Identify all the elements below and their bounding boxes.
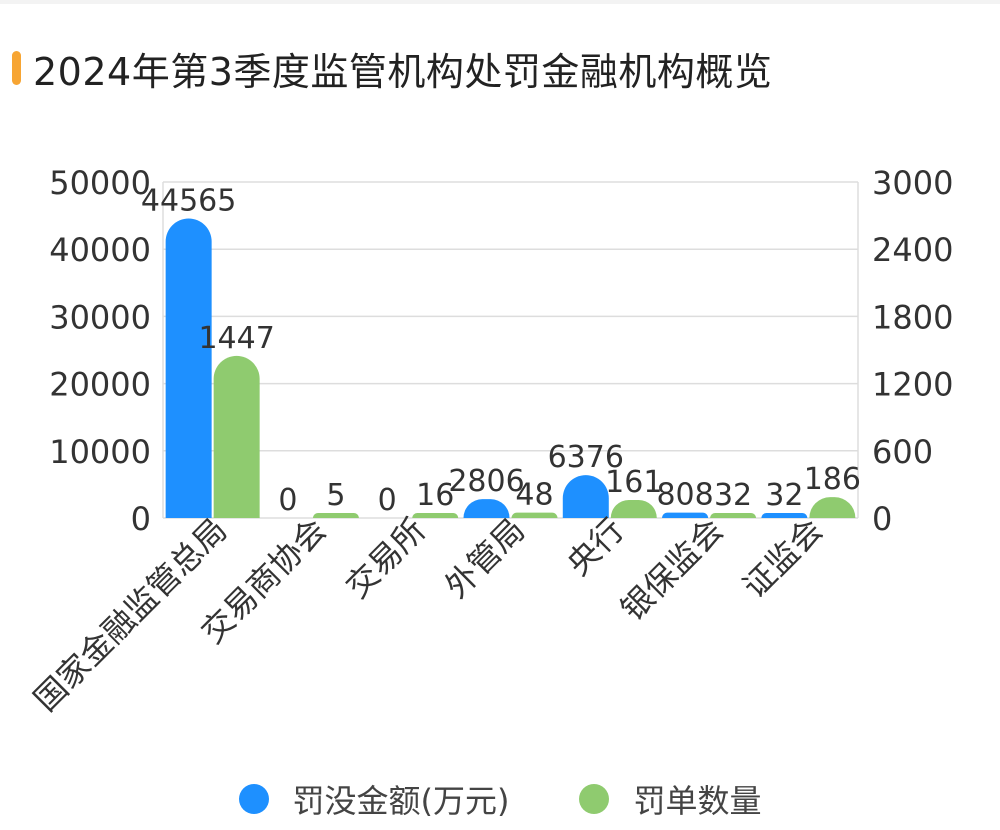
data-label: 44565 xyxy=(141,184,236,219)
bar-count xyxy=(809,497,856,518)
data-label: 2806 xyxy=(448,464,524,499)
bar-amount xyxy=(562,475,609,518)
y-left-tick-label: 20000 xyxy=(49,366,151,404)
bar-amount xyxy=(662,512,709,518)
bar-amount xyxy=(761,513,808,518)
y-left-tick-label: 50000 xyxy=(49,164,151,202)
x-tick-label: 央行 xyxy=(559,511,631,583)
legend-label-amount: 罚没金额(万元) xyxy=(292,782,510,820)
title-accent-bar xyxy=(12,51,21,85)
data-label: 0 xyxy=(378,483,397,518)
bar-count xyxy=(213,355,260,518)
y-right-tick-label: 1200 xyxy=(872,366,953,404)
x-tick-label: 交易所 xyxy=(338,511,433,606)
data-label: 6376 xyxy=(548,440,624,475)
y-right-tick-label: 600 xyxy=(872,433,933,471)
y-left-tick-label: 0 xyxy=(131,500,151,538)
data-label: 32 xyxy=(714,478,752,513)
x-tick-label: 银保监会 xyxy=(613,511,730,628)
chart-title: 2024年第3季度监管机构处罚金融机构概览 xyxy=(33,49,773,94)
x-tick-label: 证监会 xyxy=(735,511,830,606)
y-right-tick-label: 0 xyxy=(872,500,892,538)
bar-amount xyxy=(165,218,212,518)
legend-marker-count xyxy=(579,784,610,814)
data-label: 161 xyxy=(605,465,662,500)
y-left-tick-label: 30000 xyxy=(49,298,151,336)
chart-header: 2024年第3季度监管机构处罚金融机构概览 xyxy=(12,42,772,94)
top-strip xyxy=(0,0,1000,4)
bar-count xyxy=(511,512,558,518)
y-left-tick-label: 10000 xyxy=(49,433,151,471)
legend-item-count[interactable]: 罚单数量 xyxy=(579,776,762,822)
y-left-tick-label: 40000 xyxy=(49,231,151,269)
data-label: 16 xyxy=(416,478,454,513)
data-label: 32 xyxy=(765,478,803,513)
bar-count xyxy=(412,513,459,518)
legend-marker-amount xyxy=(238,784,269,814)
y-right-tick-label: 3000 xyxy=(872,164,953,202)
bar-count xyxy=(710,513,757,518)
y-right-tick-label: 1800 xyxy=(872,298,953,336)
data-label: 48 xyxy=(515,478,553,513)
data-label: 0 xyxy=(278,483,297,518)
data-label: 5 xyxy=(326,478,345,513)
bar-amount xyxy=(463,499,510,518)
x-tick-label: 外管局 xyxy=(437,511,532,606)
legend-label-count: 罚单数量 xyxy=(633,782,762,820)
bar-count xyxy=(312,513,359,518)
chart-legend: 罚没金额(万元) 罚单数量 xyxy=(0,775,1000,823)
legend-item-amount[interactable]: 罚没金额(万元) xyxy=(238,776,510,822)
data-label: 186 xyxy=(804,462,861,497)
y-right-tick-label: 2400 xyxy=(872,231,953,269)
data-label: 808 xyxy=(656,478,713,513)
data-label: 1447 xyxy=(198,321,274,356)
bar-count xyxy=(610,499,657,518)
